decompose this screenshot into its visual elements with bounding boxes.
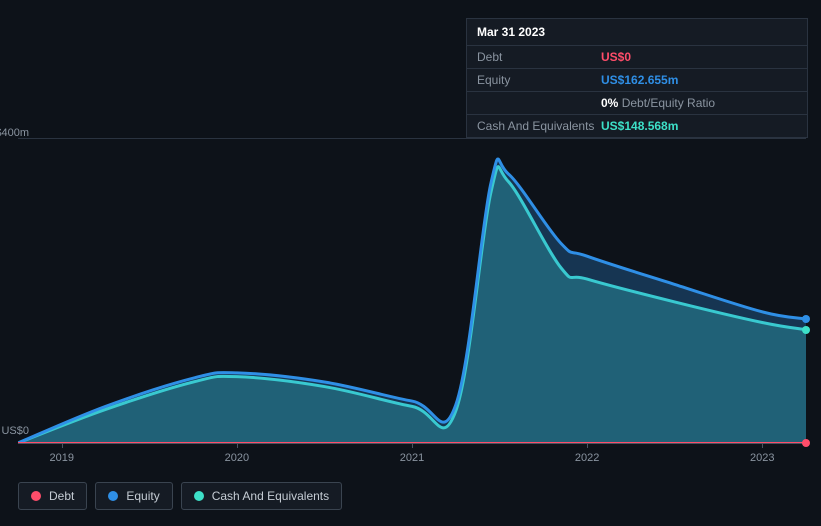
series-end-dot-debt — [802, 439, 810, 447]
tooltip-date: Mar 31 2023 — [467, 19, 807, 46]
legend-swatch — [194, 491, 204, 501]
tooltip-row-label: Cash And Equivalents — [477, 119, 601, 133]
series-end-dot-equity — [802, 315, 810, 323]
tooltip-row-value: US$148.568m — [601, 119, 797, 133]
chart-plot[interactable] — [18, 138, 806, 443]
legend-item-debt[interactable]: Debt — [18, 482, 87, 510]
tooltip-row: Cash And EquivalentsUS$148.568m — [467, 115, 807, 137]
tooltip-row-value: US$162.655m — [601, 73, 797, 87]
tooltip-row-value: 0% Debt/Equity Ratio — [601, 96, 797, 110]
legend-label: Debt — [49, 489, 74, 503]
chart-legend: Debt Equity Cash And Equivalents — [18, 482, 342, 510]
series-end-dot-cash — [802, 326, 810, 334]
x-axis-tick — [62, 443, 63, 448]
chart-container: Mar 31 2023 DebtUS$0EquityUS$162.655m0% … — [0, 0, 821, 526]
chart-tooltip: Mar 31 2023 DebtUS$0EquityUS$162.655m0% … — [466, 18, 808, 138]
x-axis-label: 2021 — [400, 452, 424, 464]
legend-label: Cash And Equivalents — [212, 489, 329, 503]
tooltip-row-label: Equity — [477, 73, 601, 87]
legend-item-equity[interactable]: Equity — [95, 482, 172, 510]
x-axis-label: 2020 — [225, 452, 249, 464]
legend-swatch — [108, 491, 118, 501]
tooltip-row: DebtUS$0 — [467, 46, 807, 69]
tooltip-row-label — [477, 96, 601, 110]
x-axis-tick — [412, 443, 413, 448]
x-axis-label: 2022 — [575, 452, 599, 464]
x-axis-label: 2019 — [50, 452, 74, 464]
tooltip-row: 0% Debt/Equity Ratio — [467, 92, 807, 115]
x-axis-tick — [237, 443, 238, 448]
tooltip-row: EquityUS$162.655m — [467, 69, 807, 92]
x-axis-label: 2023 — [750, 452, 774, 464]
x-axis-tick — [762, 443, 763, 448]
x-axis-tick — [587, 443, 588, 448]
tooltip-row-value: US$0 — [601, 50, 797, 64]
legend-swatch — [31, 491, 41, 501]
legend-label: Equity — [126, 489, 159, 503]
legend-item-cash[interactable]: Cash And Equivalents — [181, 482, 342, 510]
tooltip-row-label: Debt — [477, 50, 601, 64]
